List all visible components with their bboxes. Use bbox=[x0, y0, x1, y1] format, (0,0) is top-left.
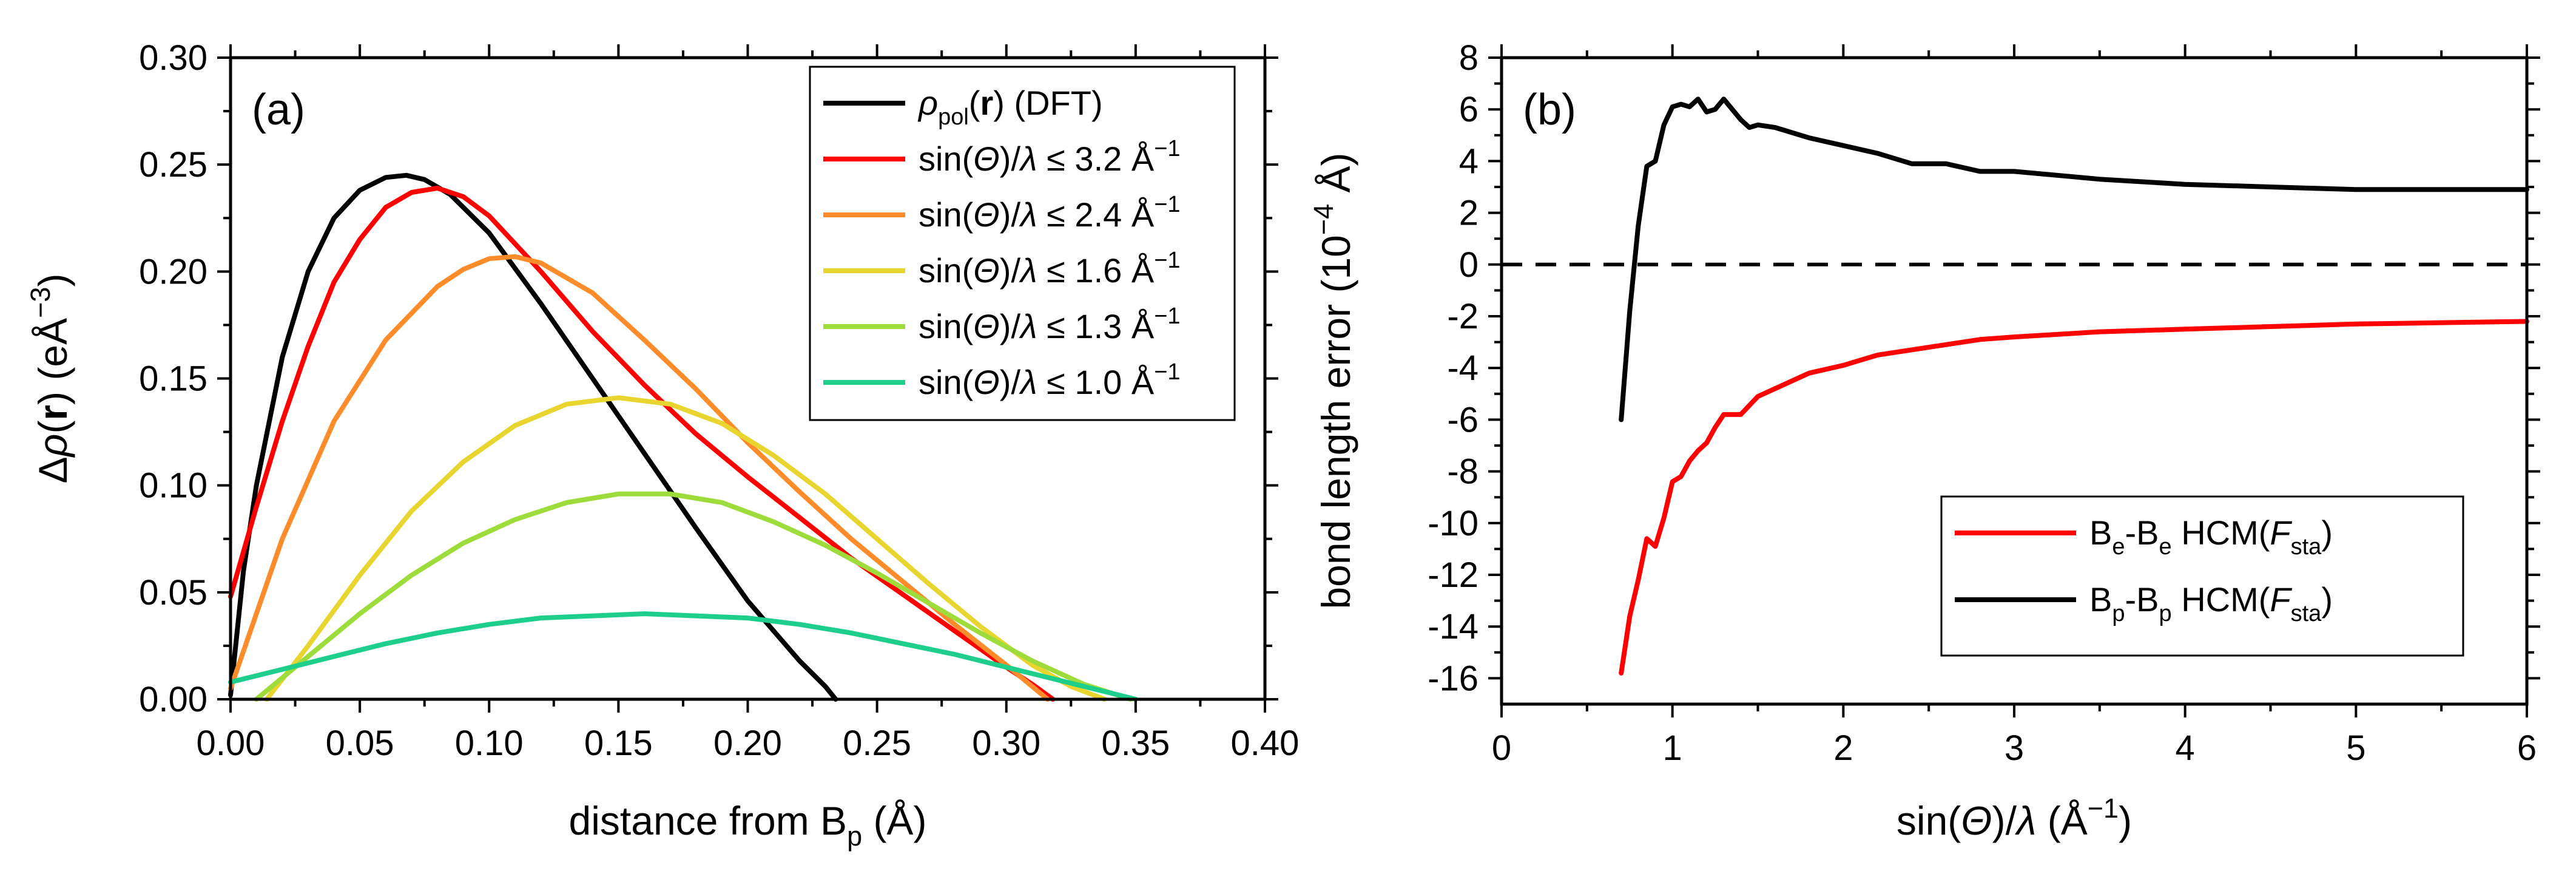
series-line-5 bbox=[254, 491, 1133, 702]
x-tick-label: 6 bbox=[2517, 728, 2537, 768]
series-line-4 bbox=[264, 395, 1107, 702]
y-tick-label: -14 bbox=[1428, 607, 1479, 646]
series-line-1 bbox=[1619, 319, 2529, 676]
legend-label-5: sin(Θ)/λ ≤ 1.3 Å−1 bbox=[919, 303, 1181, 345]
legend-label-4: sin(Θ)/λ ≤ 1.6 Å−1 bbox=[919, 248, 1181, 290]
legend-label-1: Be-Be HCM(Fsta) bbox=[2089, 514, 2333, 560]
y-tick-label: -8 bbox=[1447, 452, 1479, 492]
panel-label: (b) bbox=[1523, 86, 1576, 134]
y-tick-label: -12 bbox=[1428, 555, 1479, 595]
y-tick-label: -10 bbox=[1428, 504, 1479, 543]
y-tick-label: 6 bbox=[1459, 90, 1479, 129]
x-tick-label: 0.30 bbox=[972, 724, 1040, 763]
x-tick-label: 0.25 bbox=[843, 724, 911, 763]
y-tick-label: 0.10 bbox=[139, 466, 207, 506]
x-tick-label: 0.05 bbox=[326, 724, 394, 763]
chart-panel-a: 0.00 0.05 0.10 0.15 0.20 0.25 0.30 0.35 0.40 0.00… bbox=[25, 38, 1299, 852]
x-tick-label: 5 bbox=[2346, 728, 2365, 768]
x-tick-label: 0.20 bbox=[713, 724, 782, 763]
y-tick-label: -4 bbox=[1447, 348, 1479, 388]
x-tick-label: 4 bbox=[2176, 728, 2195, 768]
x-axis-title: distance from Bp (Å) bbox=[569, 798, 927, 852]
y-axis-title: bond length error (10−4 Å) bbox=[1308, 152, 1358, 609]
x-tick-label: 1 bbox=[1663, 728, 1682, 768]
series-line-6 bbox=[228, 611, 1138, 702]
y-tick-label: 0.05 bbox=[139, 573, 207, 612]
y-tick-label: -2 bbox=[1447, 297, 1479, 336]
legend: Be-Be HCM(Fsta) Bp-Bp HCM(Fsta) bbox=[1940, 495, 2464, 657]
x-tick-label: 0.35 bbox=[1101, 724, 1170, 763]
y-tick-label: 0 bbox=[1459, 245, 1479, 285]
legend-label-6: sin(Θ)/λ ≤ 1.0 Å−1 bbox=[919, 359, 1181, 401]
y-tick-label: 0.15 bbox=[139, 359, 207, 399]
y-tick-label: 0.00 bbox=[139, 680, 207, 719]
series-line-2 bbox=[228, 185, 1056, 702]
legend-label-3: sin(Θ)/λ ≤ 2.4 Å−1 bbox=[919, 192, 1181, 234]
y-tick-label: 0.30 bbox=[139, 38, 207, 78]
y-tick-label: 0.25 bbox=[139, 145, 207, 185]
x-tick-label: 3 bbox=[2004, 728, 2024, 768]
panel-label: (a) bbox=[252, 86, 305, 134]
chart-panel-b: 0 1 2 3 4 5 6 -16 -14 -12 -10 -8 -6 -4 -2 0 2 4 6 8 (b) sin(Θ… bbox=[1308, 38, 2540, 843]
x-tick-label: 0.00 bbox=[197, 724, 265, 763]
legend: ρpol(r) (DFT) sin(Θ)/λ ≤ 3.2 Å−1 sin(Θ)/λ … bbox=[809, 66, 1236, 421]
x-tick-label: 0.40 bbox=[1231, 724, 1300, 763]
x-tick-label: 0 bbox=[1492, 728, 1511, 768]
legend-box bbox=[809, 66, 1236, 421]
x-tick-label: 0.10 bbox=[455, 724, 524, 763]
y-tick-label: 2 bbox=[1459, 194, 1479, 233]
x-tick-label: 2 bbox=[1833, 728, 1853, 768]
y-tick-label: -16 bbox=[1428, 659, 1479, 698]
y-tick-label: 8 bbox=[1459, 38, 1479, 78]
legend-label-2: sin(Θ)/λ ≤ 3.2 Å−1 bbox=[919, 136, 1181, 178]
legend-label-1: ρpol(r) (DFT) bbox=[917, 84, 1103, 130]
x-tick-label: 0.15 bbox=[584, 724, 653, 763]
y-axis-title: Δρ(r) (eÅ−3) bbox=[25, 274, 75, 484]
legend-label-2: Bp-Bp HCM(Fsta) bbox=[2089, 580, 2333, 626]
y-tick-label: 0.20 bbox=[139, 252, 207, 291]
legend-box bbox=[1940, 495, 2464, 657]
x-axis-title: sin(Θ)/λ (Å−1) bbox=[1897, 793, 2132, 843]
series-line-2 bbox=[1619, 97, 2529, 422]
y-tick-label: 4 bbox=[1459, 141, 1479, 181]
y-tick-label: -6 bbox=[1447, 400, 1479, 439]
